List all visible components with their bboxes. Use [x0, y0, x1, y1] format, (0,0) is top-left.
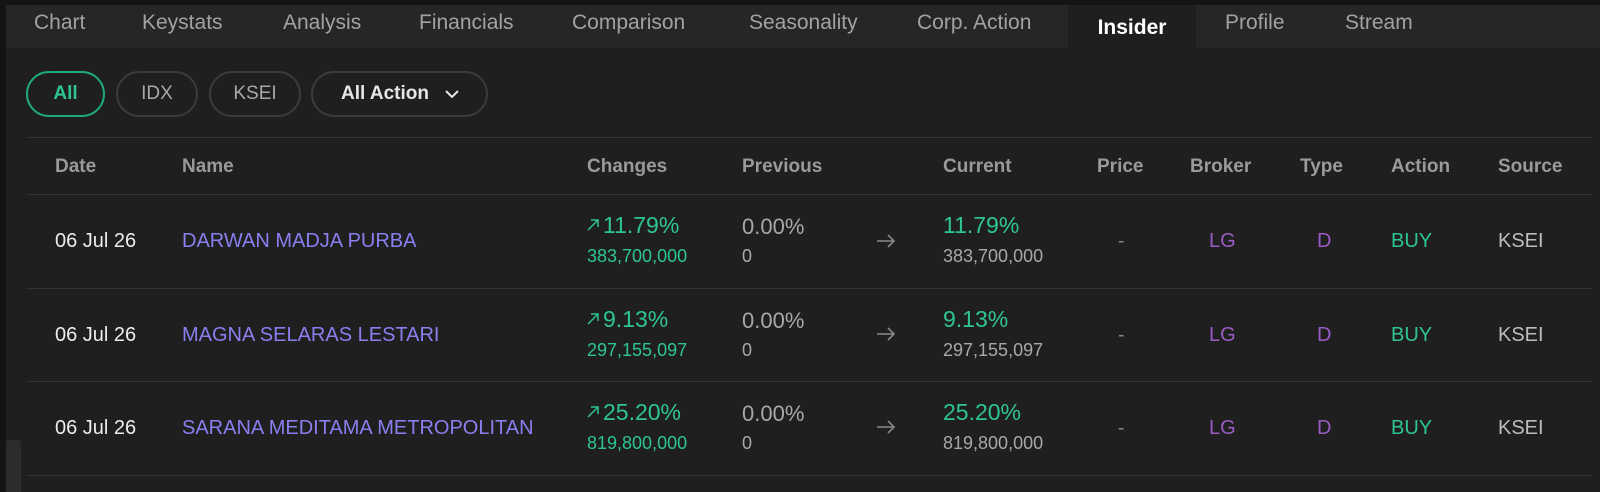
row-date: 06 Jul 26	[55, 417, 137, 439]
header-name[interactable]: Name	[182, 156, 234, 177]
row-source: KSEI	[1498, 230, 1544, 252]
row-divider	[26, 288, 1592, 289]
header-source[interactable]: Source	[1498, 156, 1563, 177]
header-changes[interactable]: Changes	[587, 156, 668, 177]
row-name-link[interactable]: SARANA MEDITAMA METROPOLITAN	[182, 417, 534, 439]
table-top-divider	[26, 137, 1592, 138]
tab-comparison[interactable]: Comparison	[572, 11, 686, 34]
row-price: -	[1118, 231, 1125, 252]
row-divider	[26, 475, 1592, 476]
tab-corp-action[interactable]: Corp. Action	[917, 11, 1032, 34]
row-change-pct: 11.79%	[587, 212, 679, 239]
filter-all-pill[interactable]: All	[26, 71, 105, 117]
row-previous-shares: 0	[742, 433, 753, 453]
row-date: 06 Jul 26	[55, 324, 137, 346]
change-pct-value: 11.79%	[603, 212, 680, 238]
change-pct-value: 25.20%	[603, 399, 682, 425]
row-broker[interactable]: LG	[1209, 324, 1236, 346]
header-type[interactable]: Type	[1300, 156, 1343, 177]
row-broker[interactable]: LG	[1209, 417, 1236, 439]
row-previous-pct: 0.00%	[742, 214, 805, 239]
row-previous-shares: 0	[742, 246, 753, 266]
row-price: -	[1118, 418, 1125, 439]
header-current[interactable]: Current	[943, 156, 1012, 177]
row-source: KSEI	[1498, 324, 1544, 346]
row-name-link[interactable]: MAGNA SELARAS LESTARI	[182, 324, 440, 346]
row-type: D	[1317, 230, 1332, 252]
row-previous-pct: 0.00%	[742, 401, 805, 426]
row-source: KSEI	[1498, 417, 1544, 439]
arrow-up-right-icon	[587, 313, 599, 325]
row-change-pct: 25.20%	[587, 399, 681, 426]
action-filter-label: All Action	[341, 83, 429, 104]
header-broker[interactable]: Broker	[1190, 156, 1252, 177]
header-previous[interactable]: Previous	[742, 156, 823, 177]
row-action: BUY	[1391, 417, 1433, 439]
row-action: BUY	[1391, 230, 1433, 252]
filter-ksei-pill[interactable]: KSEI	[209, 71, 301, 117]
tab-chart[interactable]: Chart	[34, 11, 86, 34]
arrow-right-icon	[877, 420, 896, 434]
row-current-shares: 383,700,000	[943, 246, 1044, 266]
header-action[interactable]: Action	[1391, 156, 1451, 177]
row-change-shares: 297,155,097	[587, 340, 688, 360]
arrow-right-icon	[877, 234, 896, 248]
arrow-up-right-icon	[587, 219, 599, 231]
action-filter-dropdown[interactable]: All Action	[311, 71, 488, 117]
row-action: BUY	[1391, 324, 1433, 346]
row-previous-pct: 0.00%	[742, 308, 805, 333]
filter-idx-pill[interactable]: IDX	[116, 71, 198, 117]
tab-analysis[interactable]: Analysis	[283, 11, 362, 34]
row-price: -	[1118, 325, 1125, 346]
row-current-shares: 297,155,097	[943, 340, 1044, 360]
header-price[interactable]: Price	[1097, 156, 1144, 177]
tab-financials[interactable]: Financials	[419, 11, 514, 34]
row-current-pct: 25.20%	[943, 399, 1022, 425]
chevron-down-icon	[445, 90, 459, 99]
tab-bar	[6, 5, 1600, 48]
row-previous-shares: 0	[742, 340, 753, 360]
tab-keystats[interactable]: Keystats	[142, 11, 223, 34]
row-date: 06 Jul 26	[55, 230, 137, 252]
tab-insider[interactable]: Insider	[1068, 5, 1196, 48]
row-type: D	[1317, 417, 1332, 439]
row-current-shares: 819,800,000	[943, 433, 1044, 453]
row-broker[interactable]: LG	[1209, 230, 1236, 252]
row-change-shares: 819,800,000	[587, 433, 688, 453]
tab-stream[interactable]: Stream	[1345, 11, 1413, 34]
tab-profile[interactable]: Profile	[1225, 11, 1285, 34]
row-name-link[interactable]: DARWAN MADJA PURBA	[182, 230, 417, 252]
row-current-pct: 11.79%	[943, 212, 1020, 238]
header-divider	[26, 194, 1592, 195]
row-current-pct: 9.13%	[943, 306, 1009, 332]
scrollbar-thumb[interactable]	[6, 440, 21, 492]
row-change-shares: 383,700,000	[587, 246, 688, 266]
arrow-right-icon	[877, 327, 896, 341]
header-date[interactable]: Date	[55, 156, 97, 177]
row-change-pct: 9.13%	[587, 306, 668, 333]
insider-panel	[6, 5, 1600, 492]
tab-seasonality[interactable]: Seasonality	[749, 11, 858, 34]
row-type: D	[1317, 324, 1332, 346]
change-pct-value: 9.13%	[603, 306, 669, 332]
arrow-up-right-icon	[587, 406, 599, 418]
row-divider	[26, 381, 1592, 382]
